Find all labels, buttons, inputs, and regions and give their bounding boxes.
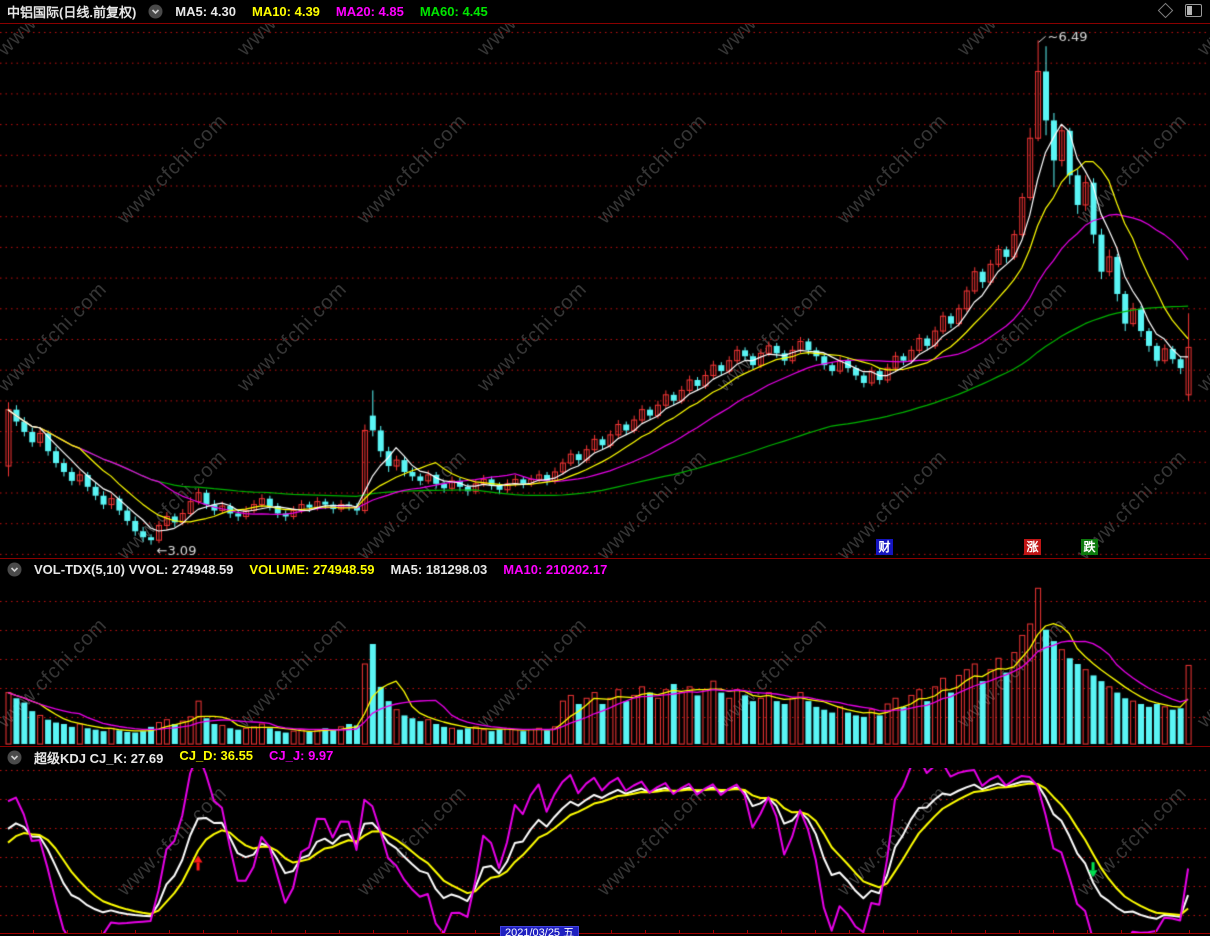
price-ma-values: MA5: 4.30 MA10: 4.39 MA20: 4.85 MA60: 4.45 (175, 4, 489, 19)
collapse-chevron-icon[interactable] (7, 562, 22, 577)
kdj-canvas[interactable] (0, 768, 1210, 933)
indicator-value: MA10: 210202.17 (503, 561, 608, 577)
time-axis-line (0, 933, 1210, 934)
main-candlestick-canvas[interactable] (0, 24, 1210, 558)
main-chart-header: 中铝国际(日线.前复权) MA5: 4.30 MA10: 4.39 MA20: 4.… (0, 0, 1210, 23)
indicator-value: MA10: 4.39 (251, 4, 320, 19)
quick-button-3[interactable]: 跌 (1081, 539, 1098, 555)
indicator-value: VOL-TDX(5,10) VVOL: 274948.59 (34, 561, 234, 577)
date-label: 2021/03/25 五 (500, 926, 580, 936)
indicator-value: MA5: 181298.03 (390, 561, 488, 577)
quick-button-1[interactable]: 财 (876, 539, 893, 555)
time-axis-ticks (0, 930, 1210, 933)
pane-separator (0, 23, 1210, 24)
kdj-header: 超级KDJ CJ_K: 27.69 CJ_D: 36.55 CJ_J: 9.97 (0, 747, 1210, 767)
pane-separator (0, 558, 1210, 559)
stock-title: 中铝国际(日线.前复权) (7, 5, 137, 20)
volume-indicator-values: VOL-TDX(5,10) VVOL: 274948.59 VOLUME: 274… (34, 562, 609, 577)
collapse-chevron-icon[interactable] (7, 750, 22, 765)
quick-button-2[interactable]: 涨 (1024, 539, 1041, 555)
indicator-value: 超级KDJ CJ_K: 27.69 (34, 750, 164, 766)
volume-header: VOL-TDX(5,10) VVOL: 274948.59 VOLUME: 274… (0, 559, 1210, 579)
indicator-value: VOLUME: 274948.59 (249, 561, 375, 577)
indicator-value: MA5: 4.30 (175, 4, 236, 19)
volume-canvas[interactable] (0, 579, 1210, 745)
pane-separator (0, 746, 1210, 747)
indicator-value: CJ_J: 9.97 (269, 747, 334, 763)
indicator-value: MA20: 4.85 (335, 4, 404, 19)
indicator-value: CJ_D: 36.55 (179, 747, 254, 763)
collapse-chevron-icon[interactable] (148, 4, 163, 19)
diamond-icon[interactable] (1157, 2, 1174, 19)
indicator-value: MA60: 4.45 (419, 4, 488, 19)
window-tools (1157, 2, 1202, 19)
kdj-indicator-values: 超级KDJ CJ_K: 27.69 CJ_D: 36.55 CJ_J: 9.97 (34, 748, 335, 767)
panel-icon[interactable] (1185, 4, 1202, 17)
